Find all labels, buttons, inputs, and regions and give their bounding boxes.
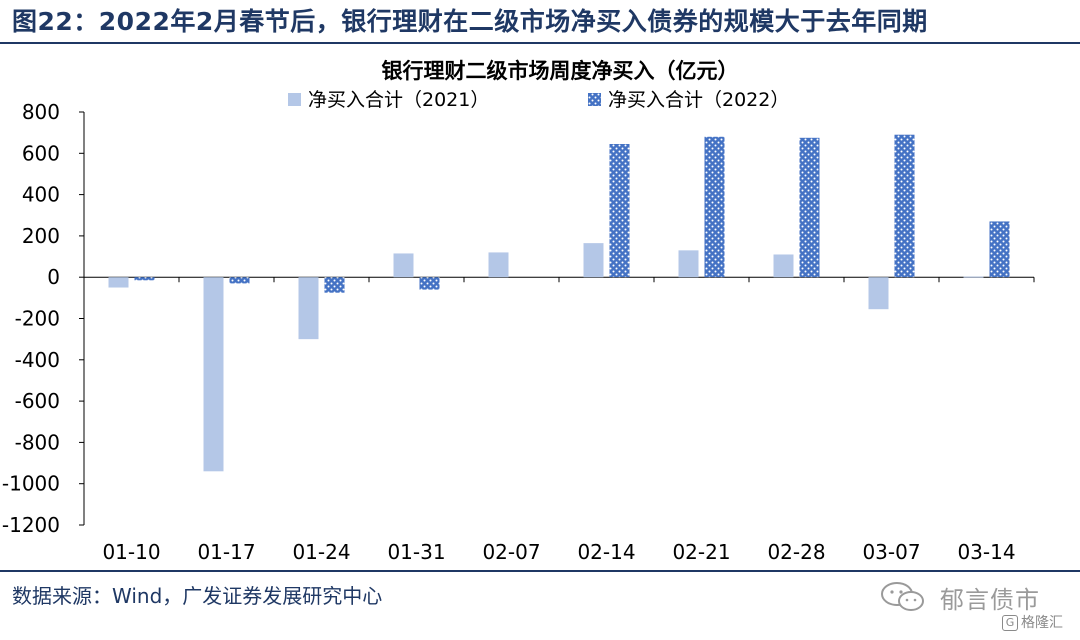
bar xyxy=(324,277,345,293)
bar-chart: 银行理财二级市场周度净买入（亿元） 净买入合计（2021） 净买入合计（2022）… xyxy=(2,59,1035,564)
bar xyxy=(488,252,509,278)
y-tick-label: 600 xyxy=(22,141,60,165)
bar xyxy=(868,277,889,310)
watermark-badge-text: 格隆汇 xyxy=(1021,615,1063,631)
bar xyxy=(393,253,414,278)
bar xyxy=(704,136,725,278)
y-tick-label: 0 xyxy=(47,265,60,289)
x-tick-label: 02-28 xyxy=(767,540,825,564)
bar xyxy=(609,144,630,278)
chart-axes: 800 600 400 200 0 -200 -400 -600 -800 -1000 -1200 0… xyxy=(2,100,1035,564)
bar xyxy=(989,221,1010,278)
chart-legend: 净买入合计（2021） 净买入合计（2022） xyxy=(288,89,789,111)
x-tick-label: 03-14 xyxy=(957,540,1015,564)
chart-bars xyxy=(108,134,1010,472)
bar xyxy=(963,276,984,278)
bar xyxy=(583,243,604,278)
x-tick-label: 02-07 xyxy=(482,540,540,564)
y-tick-label: -600 xyxy=(15,389,60,413)
bar xyxy=(229,277,250,284)
watermark-badge: G 格隆汇 xyxy=(1002,612,1063,632)
bar xyxy=(108,277,129,288)
source-note: 数据来源：Wind，广发证券发展研究中心 xyxy=(12,584,383,608)
x-tick-label: 01-31 xyxy=(387,540,445,564)
x-tick-label: 01-24 xyxy=(292,540,350,564)
bar xyxy=(894,134,915,278)
x-tick-label: 01-10 xyxy=(102,540,160,564)
bar xyxy=(799,137,820,278)
y-tick-label: -1000 xyxy=(2,472,60,496)
y-tick-label: -800 xyxy=(15,430,60,454)
figure-header: 图22：2022年2月春节后，银行理财在二级市场净买入债券的规模大于去年同期 xyxy=(0,0,1080,42)
bar xyxy=(678,250,699,278)
y-tick-label: 200 xyxy=(22,224,60,248)
bar xyxy=(203,277,224,472)
legend-label: 净买入合计（2022） xyxy=(608,89,789,111)
watermark: 郁言债市 G 格隆汇 xyxy=(878,576,1074,636)
bar xyxy=(419,277,440,290)
x-tick-label: 03-07 xyxy=(862,540,920,564)
legend-swatch xyxy=(588,93,601,106)
y-tick-label: 400 xyxy=(22,183,60,207)
footer-divider xyxy=(0,570,1080,572)
figure-title: 图22：2022年2月春节后，银行理财在二级市场净买入债券的规模大于去年同期 xyxy=(12,7,928,36)
y-tick-label: -400 xyxy=(15,348,60,372)
y-tick-label: 800 xyxy=(22,100,60,124)
x-tick-label: 02-14 xyxy=(577,540,635,564)
chart-title: 银行理财二级市场周度净买入（亿元） xyxy=(382,59,739,83)
legend-swatch xyxy=(288,93,301,106)
gelonghui-icon: G xyxy=(1002,615,1018,631)
bar xyxy=(773,254,794,278)
y-tick-label: -200 xyxy=(15,307,60,331)
legend-label: 净买入合计（2021） xyxy=(308,89,489,111)
watermark-name: 郁言债市 xyxy=(940,586,1040,614)
bar xyxy=(134,277,155,281)
y-tick-label: -1200 xyxy=(2,513,60,537)
x-tick-label: 01-17 xyxy=(197,540,255,564)
header-divider xyxy=(0,42,1080,44)
bar xyxy=(298,277,319,340)
wechat-icon xyxy=(881,582,924,611)
x-tick-label: 02-21 xyxy=(672,540,730,564)
